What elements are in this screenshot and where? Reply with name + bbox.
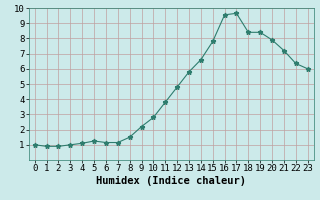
- X-axis label: Humidex (Indice chaleur): Humidex (Indice chaleur): [96, 176, 246, 186]
